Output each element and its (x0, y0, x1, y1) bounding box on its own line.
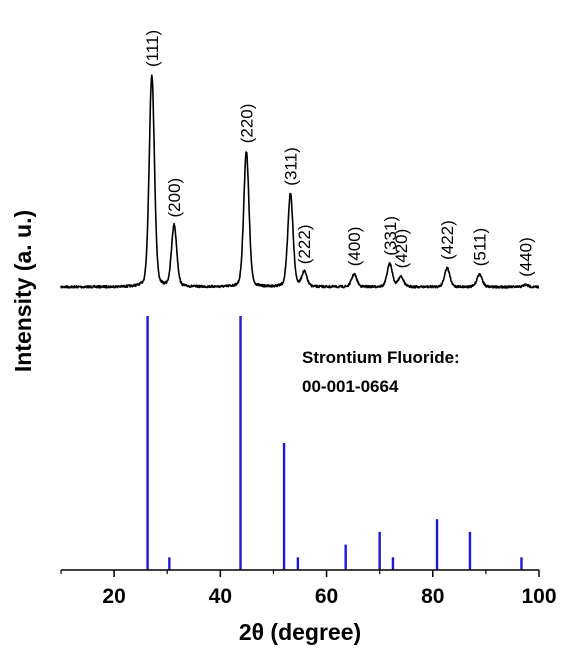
peak-label-3: (220) (237, 104, 256, 144)
x-tick-label-100: 100 (521, 585, 556, 608)
x-tick-label-20: 20 (102, 585, 125, 608)
peak-label-5: (222) (295, 225, 314, 265)
peak-labels: (111) (200) (220) (311) (222) (400) (331)(420)… (143, 30, 536, 277)
peak-label-2: (200) (165, 178, 184, 218)
x-axis-title: 2θ (degree) (239, 619, 361, 645)
reference-sticks (146, 316, 523, 570)
peak-label-10: (511) (471, 228, 490, 266)
peak-label-9: (422) (438, 220, 457, 260)
xrd-pattern-line (60, 74, 540, 289)
reference-title-line2: 00-001-0664 (302, 377, 399, 396)
x-tick-label-80: 80 (421, 585, 444, 608)
peak-label-6: (400) (345, 227, 364, 267)
x-tick-label-60: 60 (315, 585, 338, 608)
peak-label-11: (440) (517, 237, 536, 277)
peak-label-7: (331) (381, 216, 400, 256)
x-tick-label-40: 40 (209, 585, 232, 608)
peak-label-1: (111) (143, 30, 162, 67)
y-axis-title: Intensity (a. u.) (10, 210, 36, 372)
peak-label-4: (311) (281, 147, 300, 185)
x-ticks: 20 40 60 80 100 (60, 570, 557, 608)
peak-label-8: (420) (392, 229, 411, 269)
reference-title-line1: Strontium Fluoride: (302, 348, 460, 367)
